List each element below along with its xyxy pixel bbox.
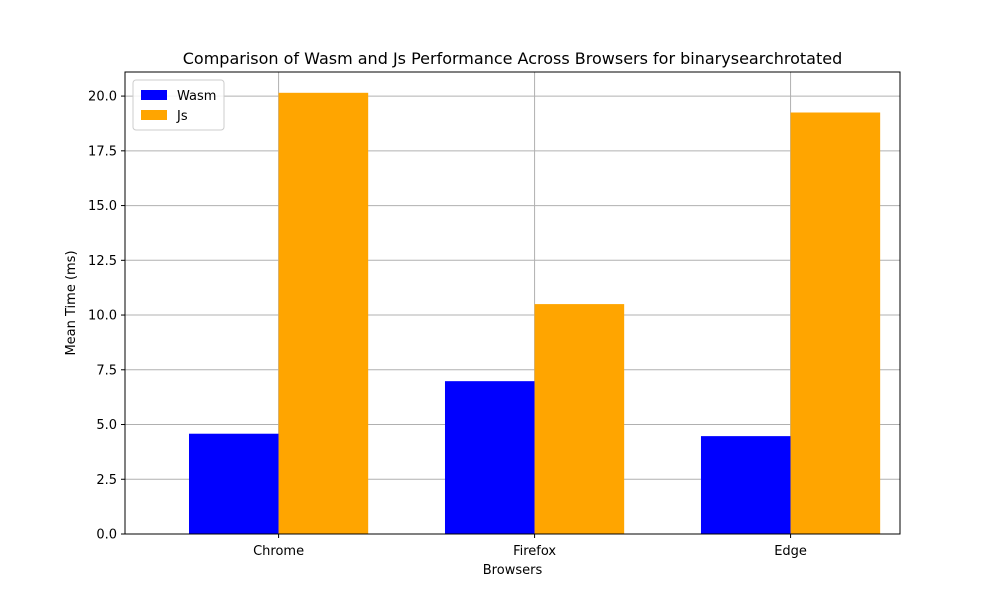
chart-title: Comparison of Wasm and Js Performance Ac… (183, 49, 843, 68)
bar-wasm-chrome (188, 433, 279, 534)
y-tick-label: 20.0 (88, 90, 117, 105)
y-tick-label: 2.5 (96, 473, 117, 488)
bars (188, 92, 881, 534)
y-axis-label: Mean Time (ms) (64, 250, 79, 355)
legend-swatch-wasm (141, 90, 167, 100)
y-tick-label: 5.0 (96, 418, 117, 433)
legend-label-js: Js (176, 109, 188, 124)
x-axis-label: Browsers (483, 563, 543, 578)
y-tick-label: 0.0 (96, 528, 117, 543)
legend-swatch-js (141, 110, 167, 120)
bar-wasm-firefox (444, 381, 535, 534)
y-tick-label: 7.5 (96, 363, 117, 378)
y-tick-label: 17.5 (88, 144, 117, 159)
x-tick-label: Chrome (253, 544, 304, 559)
legend-label-wasm: Wasm (177, 89, 216, 104)
x-tick-label: Firefox (513, 544, 556, 559)
bar-js-firefox (534, 304, 625, 534)
bar-js-chrome (278, 92, 369, 534)
axis-ticks: 0.0 2.5 5.0 7.5 10.0 12.5 15.0 17.5 20.0 Chrome Fi… (88, 90, 807, 559)
axes-frame (124, 71, 901, 535)
legend: Wasm Js (132, 79, 225, 131)
x-tick-label: Edge (774, 544, 807, 559)
bar-wasm-edge (700, 436, 791, 534)
y-tick-label: 12.5 (88, 254, 117, 269)
bar-js-edge (790, 112, 881, 534)
y-tick-label: 10.0 (88, 309, 117, 324)
y-tick-label: 15.0 (88, 199, 117, 214)
